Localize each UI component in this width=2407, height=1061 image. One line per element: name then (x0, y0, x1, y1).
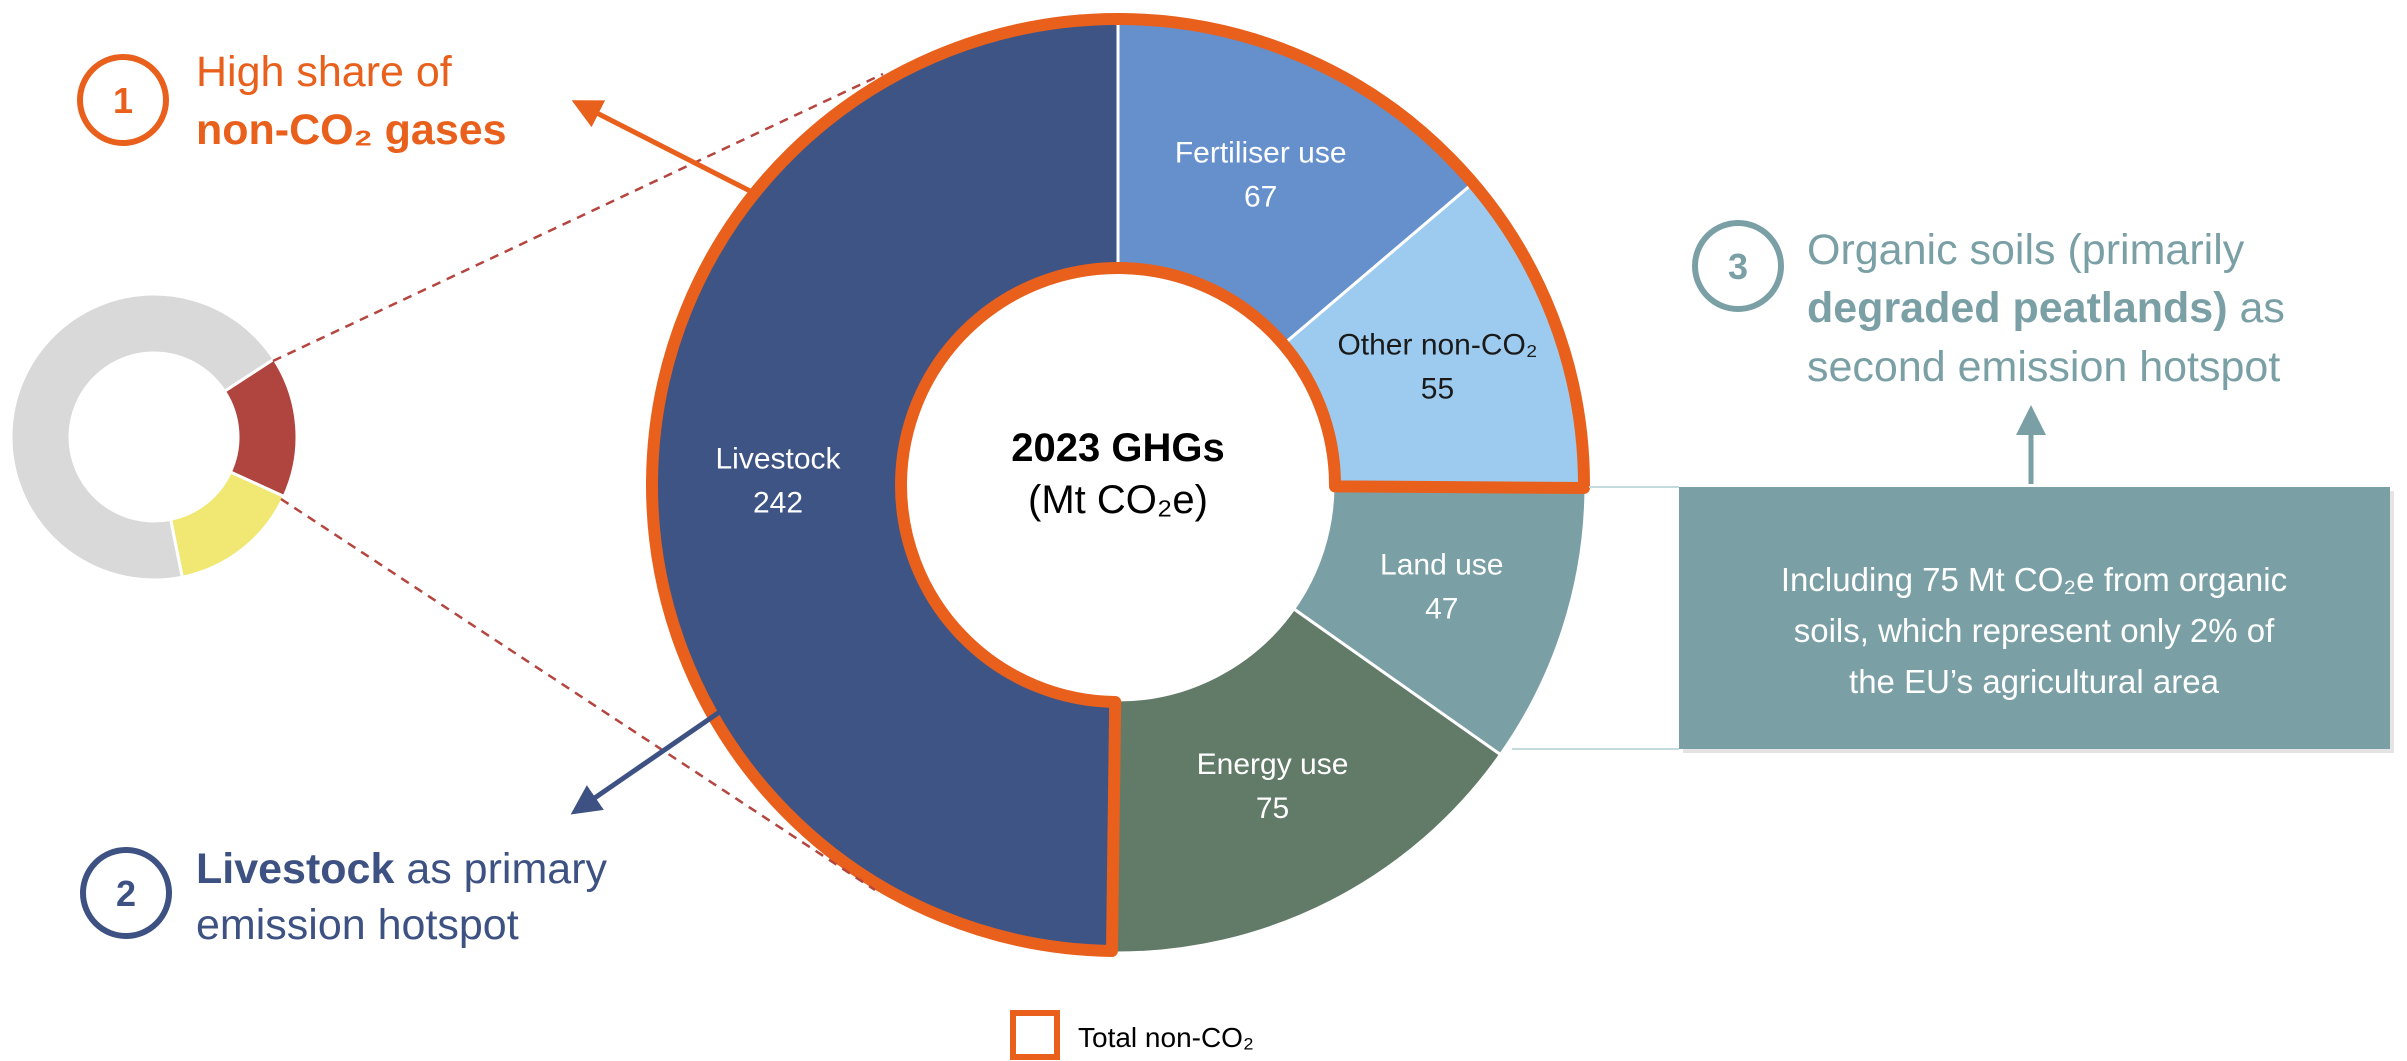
callout-text: the EU’s agricultural area (1849, 663, 2220, 700)
badge-number: 1 (113, 80, 133, 121)
badge-number: 2 (116, 873, 136, 914)
connector (272, 72, 884, 363)
annotation: second emission hotspot (1807, 343, 2280, 391)
segment-value: 242 (753, 487, 803, 520)
annotation-text: High share of (196, 48, 453, 96)
segment-label: Land use (1380, 549, 1503, 582)
donut-segment (9, 292, 277, 582)
annotation: emission hotspot (196, 901, 519, 949)
arrow (570, 708, 723, 815)
annotation-text: as primary (394, 845, 607, 893)
number-badge (1692, 220, 1784, 312)
number-badge (77, 54, 169, 146)
arrow (571, 100, 754, 195)
mini-donut (9, 292, 299, 582)
annotation: Organic soils (primarily (1807, 226, 2245, 274)
segment-value: 67 (1244, 180, 1277, 213)
annotation-text: Livestock (196, 845, 394, 893)
annotation: non-CO₂ gases (196, 106, 507, 154)
annotation: degraded peatlands) as (1807, 284, 2285, 332)
annotation-text: second emission hotspot (1807, 343, 2280, 391)
chart-title: 2023 GHGs (1011, 426, 1224, 470)
donut-segment (1291, 484, 1588, 757)
annotation: Livestock as primary (196, 845, 608, 893)
annotation-text: degraded peatlands) (1807, 284, 2228, 332)
donut-segment (168, 469, 287, 579)
annotation: High share of (196, 48, 453, 96)
legend-swatch (1010, 1010, 1060, 1060)
badge-number: 3 (1728, 246, 1748, 287)
number-badge (80, 847, 172, 939)
segment-label: Energy use (1197, 748, 1349, 781)
main-donut: Fertiliser use 67 Other non-CO₂ 55 Land use 4… (646, 13, 1590, 957)
annotation-text: non-CO₂ gases (196, 106, 507, 154)
annotation-text: emission hotspot (196, 901, 519, 949)
annotation-text: as (2228, 284, 2285, 332)
non-co2-outline (646, 13, 1590, 957)
segment-label: Livestock (715, 443, 841, 476)
segment-label: Other non-CO₂ (1337, 329, 1537, 362)
annotation-text: Organic soils (primarily (1807, 226, 2245, 274)
callout-text: soils, which represent only 2% of (1794, 612, 2275, 649)
donut-segment (1110, 606, 1503, 955)
connector (280, 497, 876, 892)
segment-label: Fertiliser use (1175, 136, 1347, 169)
callout-text: Including 75 Mt CO₂e from organic (1781, 561, 2287, 598)
segment-value: 75 (1256, 792, 1289, 825)
chart-subtitle: (Mt CO₂e) (1028, 478, 1208, 522)
segment-value: 55 (1421, 373, 1454, 406)
callout-box (1679, 487, 2390, 749)
segment-value: 47 (1425, 593, 1458, 626)
legend-label: Total non-CO₂ (1078, 1022, 1254, 1053)
